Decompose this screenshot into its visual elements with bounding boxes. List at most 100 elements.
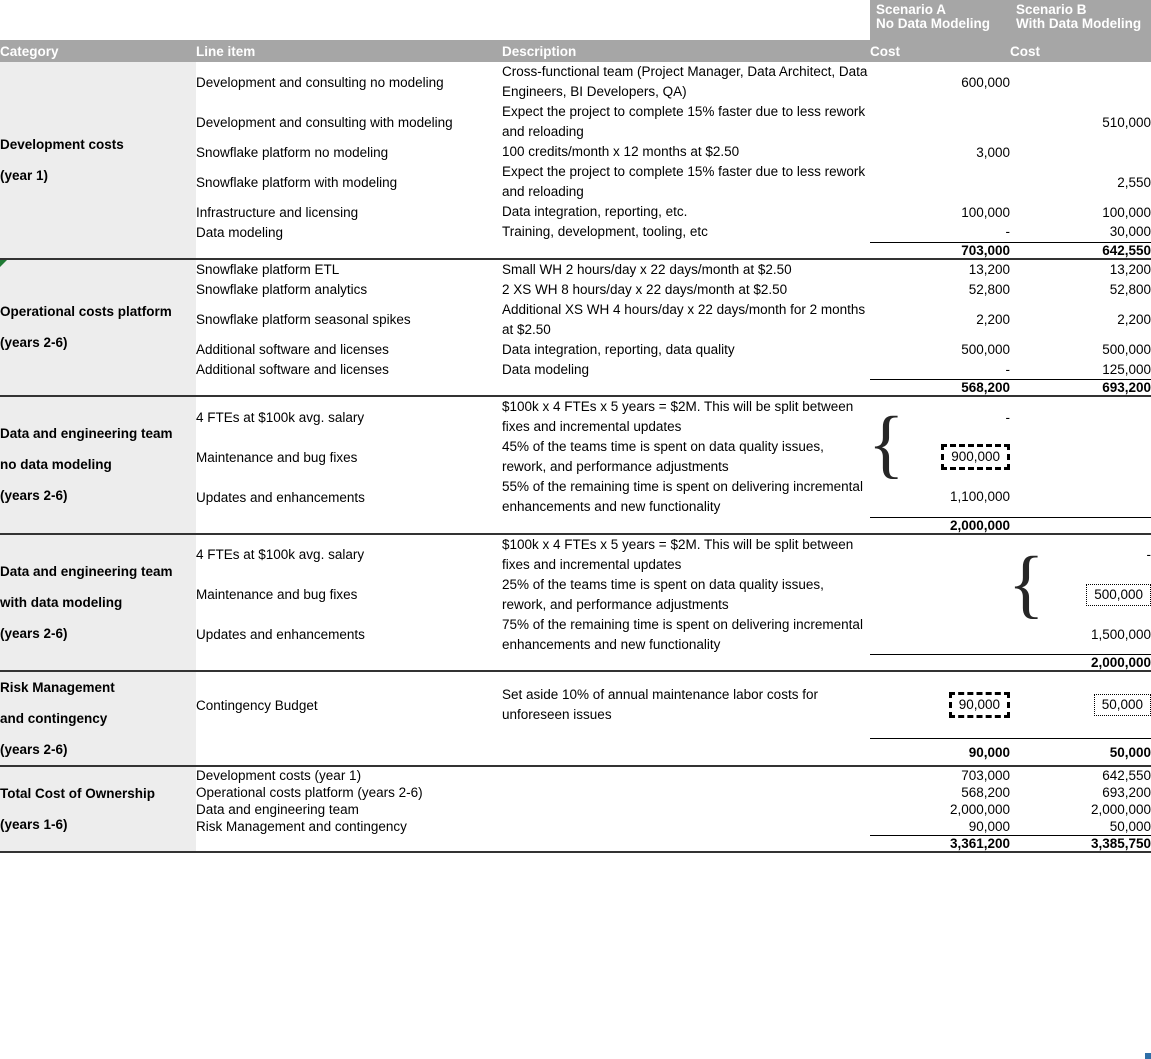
table-row: Additional software and licenses Data mod…	[0, 360, 1151, 380]
scenario-b-value-cell: 2,000,000	[1010, 801, 1151, 818]
scenario-b-value-cell	[1010, 477, 1151, 517]
description-cell: Training, development, tooling, etc	[502, 224, 708, 239]
scenario-a-value-cell	[870, 615, 1010, 655]
scenario-a-value-cell: 1,100,000	[870, 477, 1010, 517]
total-spacer-desc	[502, 242, 870, 259]
scenario-b-total-cell: 2,000,000	[1010, 654, 1151, 671]
category-line: Operational costs platform	[0, 304, 172, 320]
scenario-a-value-cell: -	[870, 222, 1011, 242]
description-cell: 55% of the remaining time is spent on de…	[502, 479, 863, 514]
line-item-cell: Updates and enhancements	[196, 489, 365, 505]
value-text: 90,000	[968, 818, 1010, 834]
scenario-b-value-cell	[1010, 397, 1151, 437]
value-text: 1,100,000	[949, 489, 1010, 505]
scenario-b-value-cell: 642,550	[1010, 767, 1151, 784]
value-text: -	[1005, 409, 1011, 425]
scenario-a-total-cell: 2,000,000	[870, 516, 1010, 534]
scenario-a-value-cell: -	[870, 397, 1011, 437]
table-row: Maintenance and bug fixes 25% of the team…	[0, 546, 1151, 622]
section-divider-line	[0, 850, 1151, 854]
value-text: 50,000	[1109, 744, 1151, 760]
value-text: 703,000	[961, 768, 1010, 783]
category-cell: Risk Management and contingency (years 2-6…	[0, 672, 196, 766]
description-cell: Additional XS WH 4 hours/day x 22 days/m…	[502, 301, 866, 337]
scenario-a-value-cell: 52,800	[870, 280, 1010, 300]
table-row: Maintenance and bug fixes 45% of the team…	[0, 406, 1151, 482]
category-line: Development costs	[0, 136, 124, 152]
category-line: (years 2-6)	[0, 335, 68, 351]
scenario-a-value-cell: 568,200	[870, 784, 1010, 801]
total-spacer-line	[196, 655, 502, 672]
section-divider	[0, 850, 1151, 854]
total-spacer-line	[196, 242, 502, 259]
line-item-cell: Development and consulting with modeling	[196, 114, 453, 130]
section-total-row: 90,000 50,000	[0, 738, 1151, 766]
scenario-a-header-line2: No Data Modeling	[876, 16, 990, 31]
value-text: 568,200	[961, 785, 1010, 800]
description-cell: 2 XS WH 8 hours/day x 22 days/month at $…	[502, 281, 788, 297]
scenario-a-value-cell: 13,200	[870, 260, 1010, 280]
description-cell: 100 credits/month x 12 months at $2.50	[502, 144, 740, 159]
value-text: 100,000	[1102, 204, 1151, 220]
value-text: 3,000	[976, 144, 1010, 160]
category-line: no data modeling	[0, 457, 112, 473]
total-spacer-desc	[502, 739, 870, 766]
value-text: 642,550	[1102, 768, 1151, 783]
selection-handle[interactable]	[1145, 1053, 1151, 1059]
table-row: Total Cost of Ownership (years 1-6) Develo…	[0, 767, 1151, 852]
description-cell: Small WH 2 hours/day x 22 days/month at …	[502, 261, 792, 277]
table-row: Data and engineering team with data model…	[0, 534, 1151, 671]
description-cell: Data integration, reporting, data qualit…	[502, 341, 735, 357]
value-text: 703,000	[961, 242, 1010, 258]
value-text: 2,000,000	[949, 802, 1010, 817]
scenario-b-value-cell: 50,000	[1010, 672, 1151, 739]
column-header-scenario-b-cost: Cost	[1010, 40, 1151, 62]
scenario-a-value-cell: 3,000	[870, 142, 1010, 162]
line-item-cell: Additional software and licenses	[196, 362, 389, 377]
line-item-cell: Updates and enhancements	[196, 627, 365, 642]
description-cell	[502, 801, 870, 818]
category-line: Total Cost of Ownership	[0, 785, 155, 801]
description-cell	[502, 767, 870, 784]
line-item-cell: Maintenance and bug fixes	[196, 449, 358, 465]
scenario-b-header-line2: With Data Modeling	[1016, 16, 1142, 31]
scenario-a-value-cell	[870, 575, 1010, 615]
table-row: Data and engineering team no data modelin…	[0, 397, 1151, 534]
value-text: 13,200	[968, 262, 1010, 277]
value-text: 693,200	[1102, 380, 1151, 395]
total-spacer-desc	[502, 655, 870, 672]
scenario-a-value-cell: 90,000	[870, 672, 1010, 739]
scenario-b-value-cell	[1010, 142, 1151, 162]
scenario-b-value-cell: -	[1010, 535, 1151, 575]
scenario-a-value-cell	[870, 535, 1010, 575]
scenario-a-value-cell: 2,200	[870, 300, 1010, 340]
table-row: Data and engineering team 2,000,000 2,000,…	[0, 801, 1151, 818]
description-cell: $100k x 4 FTEs x 5 years = $2M. This wil…	[502, 399, 854, 434]
section-total-row: 2,000,000	[0, 516, 1151, 534]
highlighted-value: 50,000	[1093, 694, 1151, 717]
column-header-line-item: Line item	[196, 40, 502, 62]
value-text: 568,200	[961, 380, 1010, 395]
scenario-b-value-cell: 2,200	[1010, 300, 1151, 340]
table-row: Snowflake platform no modeling 100 credit…	[0, 142, 1151, 162]
total-spacer-line	[196, 380, 502, 397]
category-line: and contingency	[0, 711, 108, 726]
scenario-a-value-cell: 2,000,000	[870, 801, 1010, 818]
scenario-b-total-cell: 3,385,750	[1010, 834, 1151, 852]
description-cell: Set aside 10% of annual maintenance labo…	[502, 687, 818, 723]
description-cell: 45% of the teams time is spent on data q…	[502, 439, 824, 474]
table-row: Snowflake platform seasonal spikes Additi…	[0, 300, 1151, 340]
section-total-row: 568,200 693,200	[0, 379, 1151, 397]
value-text: 500,000	[961, 342, 1010, 357]
value-text: 642,550	[1102, 242, 1151, 258]
line-item-cell: Infrastructure and licensing	[196, 204, 359, 220]
table-row: Operational costs platform (years 2-6) 56…	[0, 784, 1151, 801]
table-row: Snowflake platform analytics 2 XS WH 8 ho…	[0, 280, 1151, 300]
highlighted-value: 900,000	[941, 444, 1010, 470]
scenario-b-value-cell	[1010, 437, 1151, 477]
category-cell: Total Cost of Ownership (years 1-6)	[0, 767, 196, 852]
value-text: 600,000	[961, 74, 1010, 90]
scenario-b-total-cell	[1010, 516, 1151, 534]
scenario-b-value-cell: 125,000	[1010, 360, 1151, 380]
